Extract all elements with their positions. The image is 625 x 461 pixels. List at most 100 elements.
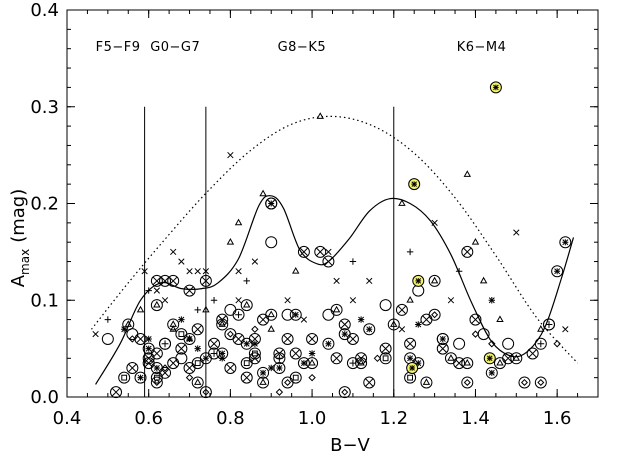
data-point-circled-cross bbox=[208, 337, 221, 350]
data-point-circled-cross bbox=[150, 274, 163, 287]
data-point-circled-cross bbox=[404, 337, 417, 350]
data-point-circled-asterisk bbox=[322, 337, 335, 350]
class-boundaries bbox=[144, 106, 395, 397]
data-point-cross bbox=[178, 258, 185, 265]
data-point-asterisk bbox=[219, 355, 226, 362]
data-point-circled-cross bbox=[159, 366, 172, 379]
data-point-circled-diamond bbox=[199, 386, 212, 399]
data-points bbox=[92, 81, 572, 399]
data-point-circle bbox=[436, 332, 449, 345]
data-point-triangle bbox=[406, 296, 414, 303]
data-point-circled-square bbox=[289, 371, 302, 384]
data-point-asterisk bbox=[488, 297, 495, 304]
data-point-circled-cross bbox=[240, 371, 253, 384]
data-point-highlighted bbox=[408, 178, 421, 191]
data-point-circled-asterisk bbox=[134, 371, 147, 384]
data-point-circled-diamond bbox=[518, 376, 531, 389]
data-point-cross bbox=[153, 287, 161, 294]
data-point-circled-plus bbox=[534, 337, 547, 350]
data-point-asterisk bbox=[357, 316, 365, 323]
data-point-circled-cross bbox=[346, 332, 359, 345]
data-point-triangle bbox=[169, 325, 177, 332]
data-point-cross bbox=[300, 316, 308, 323]
data-point-asterisk bbox=[415, 321, 422, 328]
data-point-circled-asterisk bbox=[559, 236, 572, 249]
data-point-circle bbox=[175, 352, 188, 365]
data-point-circled-triangle bbox=[306, 357, 319, 370]
data-point-circle bbox=[322, 308, 335, 321]
data-point-circled-triangle bbox=[428, 274, 441, 287]
data-point-circled-cross bbox=[183, 284, 196, 297]
data-point-cross bbox=[562, 326, 569, 333]
data-point-triangle bbox=[259, 189, 267, 197]
x-tick-label: 0.4 bbox=[53, 408, 82, 429]
data-point-circle bbox=[101, 332, 114, 345]
data-point-cross bbox=[219, 316, 226, 323]
data-point-circled-triangle bbox=[493, 357, 506, 370]
data-point-triangle bbox=[471, 237, 480, 245]
data-point-circled-cross bbox=[322, 255, 335, 268]
data-point-circled-cross bbox=[330, 352, 343, 365]
data-point-cross bbox=[431, 219, 438, 227]
data-point-circled-cross bbox=[159, 274, 172, 287]
data-point-circled-triangle bbox=[167, 318, 180, 331]
data-point-circled-cross bbox=[183, 361, 196, 374]
data-point-triangle bbox=[267, 325, 275, 332]
data-point-circled-cross bbox=[248, 352, 261, 365]
data-point-triangle bbox=[496, 315, 504, 323]
data-point-circled-triangle bbox=[444, 352, 457, 365]
data-point-diamond bbox=[308, 373, 316, 382]
data-point-circled-cross bbox=[167, 274, 180, 287]
x-tick-label: 1.6 bbox=[543, 408, 572, 429]
spectral-class-label: G0−G7 bbox=[150, 40, 200, 55]
data-point-triangle bbox=[226, 237, 235, 245]
data-point-asterisk bbox=[308, 350, 316, 357]
spectral-class-label: F5−F9 bbox=[96, 40, 141, 55]
data-point-cross bbox=[366, 277, 373, 285]
data-point-cross bbox=[284, 297, 291, 304]
data-point-circled-cross bbox=[297, 245, 310, 258]
data-point-circled-triangle bbox=[240, 299, 253, 312]
data-point-circled-cross bbox=[338, 318, 351, 331]
data-point-cross bbox=[447, 297, 455, 304]
data-point-circled-triangle bbox=[330, 303, 343, 316]
x-tick-label: 1.4 bbox=[461, 408, 490, 429]
data-point-circled-asterisk bbox=[297, 357, 310, 370]
data-point-plus bbox=[243, 277, 250, 285]
data-point-asterisk bbox=[145, 335, 152, 343]
data-point-circled-cross bbox=[436, 342, 449, 355]
data-point-cross bbox=[398, 326, 406, 333]
x-tick-label: 1.2 bbox=[379, 408, 408, 429]
data-point-circled-asterisk bbox=[485, 366, 498, 379]
data-point-plus bbox=[455, 268, 463, 275]
data-point-cross bbox=[202, 268, 210, 275]
data-point-circled-square bbox=[118, 371, 131, 384]
data-point-triangle bbox=[202, 305, 210, 313]
tick-labels: 0.4 0.6 0.8 1.0 1.2 1.4 1.6 0.0 0.1 0.2 0.3 0.4 bbox=[30, 0, 571, 429]
data-point-circled-cross bbox=[355, 352, 368, 365]
y-axis-title-sub: max bbox=[18, 249, 32, 275]
y-tick-label: 0.3 bbox=[30, 97, 59, 118]
data-point-asterisk bbox=[194, 345, 201, 352]
x-axis-title: B−V bbox=[330, 435, 370, 456]
data-point-circled-cross bbox=[110, 386, 123, 399]
data-point-circled-plus bbox=[273, 352, 286, 365]
data-point-circled-cross bbox=[469, 313, 482, 326]
data-point-diamond bbox=[471, 330, 480, 338]
x-tick-label: 0.8 bbox=[216, 408, 245, 429]
data-point-cross bbox=[235, 268, 242, 275]
y-tick-label: 0.1 bbox=[30, 290, 59, 311]
data-point-circled-triangle bbox=[461, 357, 474, 370]
x-tick-label: 1.0 bbox=[298, 408, 327, 429]
data-point-asterisk bbox=[178, 316, 185, 323]
tick-marks bbox=[66, 9, 599, 398]
data-point-diamond bbox=[161, 364, 169, 372]
data-point-plus bbox=[406, 248, 414, 256]
data-point-asterisk bbox=[251, 340, 259, 347]
data-point-triangle bbox=[398, 199, 406, 206]
data-point-triangle bbox=[463, 170, 472, 177]
spectral-class-label: G8−K5 bbox=[278, 40, 327, 55]
data-point-circled-asterisk bbox=[265, 197, 278, 210]
data-point-circled-cross bbox=[395, 303, 408, 316]
